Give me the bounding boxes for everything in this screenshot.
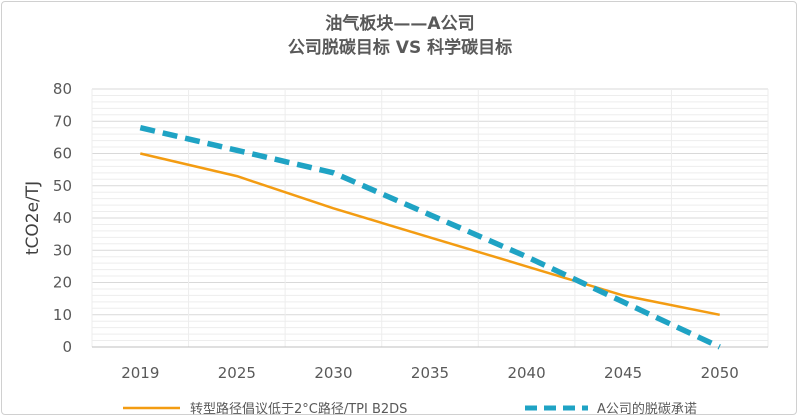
x-tick-label: 2045 (604, 364, 642, 382)
y-axis-ticks: 0 10 20 30 40 50 60 70 80 (53, 80, 72, 356)
y-tick-label: 70 (53, 112, 72, 130)
series-line-company (139, 125, 721, 350)
y-tick-label: 20 (53, 274, 72, 292)
x-tick-label: 2030 (314, 364, 352, 382)
x-tick-label: 2050 (701, 364, 739, 382)
series-lines (139, 125, 721, 350)
y-tick-label: 50 (53, 177, 72, 195)
chart-subtitle: 公司脱碳目标 VS 科学碳目标 (288, 37, 512, 58)
y-tick-label: 0 (62, 338, 72, 356)
y-tick-label: 30 (53, 241, 72, 259)
x-tick-label: 2035 (411, 364, 449, 382)
y-tick-label: 80 (53, 80, 72, 98)
y-tick-label: 40 (53, 209, 72, 227)
legend-label-company: A公司的脱碳承诺 (597, 401, 697, 417)
series-line-tpi (140, 152, 720, 317)
x-tick-label: 2040 (507, 364, 545, 382)
y-axis-label: tCO2e/TJ (23, 181, 43, 255)
x-tick-label: 2019 (121, 364, 159, 382)
x-tick-label: 2025 (218, 364, 256, 382)
x-axis-ticks: 2019 2025 2030 2035 2040 2045 2050 (121, 364, 739, 382)
chart-title: 油气板块——A公司 (325, 13, 474, 34)
y-tick-label: 60 (53, 145, 72, 163)
gridlines (91, 88, 769, 348)
legend: 转型路径倡议低于2°C路径/TPI B2DS A公司的脱碳承诺 (123, 401, 697, 417)
legend-label-tpi: 转型路径倡议低于2°C路径/TPI B2DS (190, 401, 407, 417)
y-tick-label: 10 (53, 306, 72, 324)
